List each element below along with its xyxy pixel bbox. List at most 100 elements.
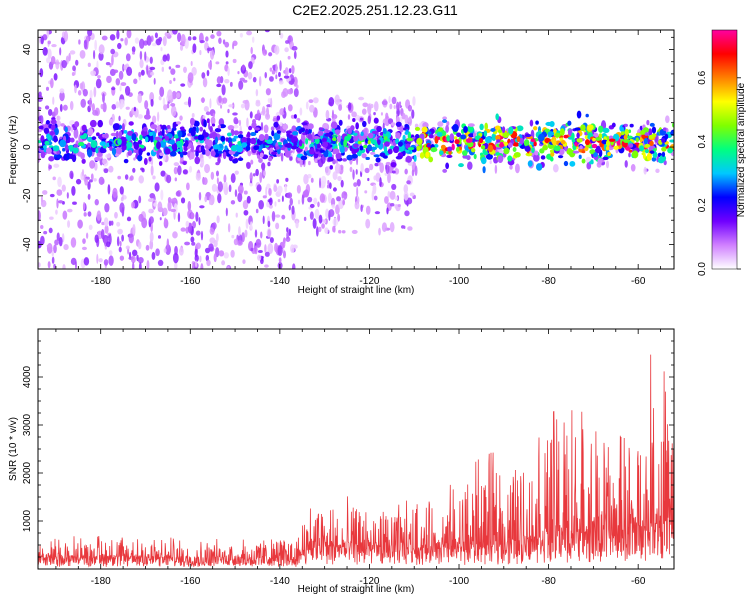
spectrogram-cell bbox=[290, 244, 295, 254]
spectrogram-cell bbox=[156, 141, 161, 150]
spectrogram-cell bbox=[605, 160, 610, 169]
spectrogram-cell bbox=[170, 102, 176, 107]
spectrogram-cell bbox=[412, 96, 416, 106]
spectrogram-cell bbox=[232, 112, 238, 116]
spectrogram-cell bbox=[384, 196, 389, 204]
spectrogram-cell bbox=[361, 108, 367, 115]
spectrogram-cell bbox=[175, 140, 183, 148]
spectrogram-cell bbox=[463, 125, 468, 134]
spectrogram-cell bbox=[119, 255, 125, 261]
spectrogram-cell bbox=[394, 204, 399, 209]
spectrogram-cell bbox=[642, 152, 646, 160]
spectrogram-cell bbox=[74, 84, 77, 94]
spectrogram-cell bbox=[301, 194, 305, 205]
spectrogram-cell bbox=[266, 201, 270, 208]
spectrogram-cell bbox=[123, 158, 129, 164]
spectrogram-cell bbox=[234, 170, 239, 175]
spectrogram-cell bbox=[133, 149, 140, 154]
spectrogram-cell bbox=[368, 163, 374, 171]
figure-title: C2E2.2025.251.12.23.G11 bbox=[292, 2, 458, 18]
spectrogram-cell bbox=[540, 155, 546, 160]
spectrogram-cell bbox=[332, 148, 340, 154]
spectrogram-cell bbox=[126, 216, 132, 222]
spectrogram-cell bbox=[315, 148, 320, 152]
spectrogram-cell bbox=[644, 143, 651, 148]
spectrogram-cell bbox=[321, 223, 325, 229]
spectrogram-cell bbox=[335, 152, 342, 160]
spectrogram-cell bbox=[533, 141, 537, 147]
spectrogram-cell bbox=[166, 125, 171, 130]
spectrogram-cell bbox=[174, 261, 178, 269]
spectrogram-cell bbox=[232, 42, 235, 50]
spectrogram-cell bbox=[273, 121, 279, 128]
spectrogram-cell bbox=[101, 35, 108, 41]
spectrogram-cell bbox=[217, 181, 223, 192]
spectrogram-cell bbox=[190, 236, 195, 243]
spectrogram-cell bbox=[328, 182, 332, 190]
spectrogram-cell bbox=[332, 217, 339, 227]
spectrogram-cell bbox=[180, 197, 186, 204]
spectrogram-cell bbox=[190, 128, 196, 137]
spectrogram-cell bbox=[217, 150, 223, 154]
spectrogram-cell bbox=[54, 127, 59, 136]
spectrogram-cell bbox=[537, 133, 545, 142]
spectrogram-cell bbox=[322, 141, 329, 148]
spectrogram-cell bbox=[68, 52, 71, 62]
spectrogram-cell bbox=[598, 133, 603, 139]
spectrogram-cell bbox=[171, 142, 178, 151]
spectrogram-cell bbox=[512, 147, 517, 152]
spectrogram-cell bbox=[202, 115, 206, 119]
spectrogram-cell bbox=[216, 177, 219, 185]
spectrogram-cell bbox=[126, 66, 133, 77]
spectrogram-cell bbox=[229, 81, 233, 87]
spectrogram-cell bbox=[343, 139, 348, 148]
spectrogram-cell bbox=[524, 145, 531, 152]
spectrogram-cell bbox=[210, 171, 215, 180]
spectrogram-cell bbox=[494, 164, 498, 174]
spectrogram-cell bbox=[367, 115, 371, 125]
spectrogram-cell bbox=[276, 130, 281, 134]
spectrogram-cell bbox=[364, 190, 368, 194]
spectrogram-cell bbox=[102, 145, 107, 149]
colorbar-gradient bbox=[711, 29, 738, 270]
spectrogram-cell bbox=[338, 104, 343, 111]
spectrogram-cell bbox=[407, 226, 413, 231]
spectrogram-cell bbox=[661, 137, 666, 143]
spectrogram-cell bbox=[125, 106, 130, 110]
spectrogram-cell bbox=[115, 147, 123, 155]
spectrogram-cell bbox=[507, 142, 513, 148]
spectrogram-cell bbox=[341, 230, 346, 234]
spectrogram-cell bbox=[387, 148, 393, 155]
spectrogram-cell bbox=[192, 43, 197, 54]
spectrogram-cell bbox=[142, 126, 148, 132]
spectrogram-cell bbox=[180, 83, 186, 87]
spectrogram-cell bbox=[446, 135, 451, 142]
spectrogram-cell bbox=[648, 134, 655, 139]
spectrogram-cell bbox=[624, 128, 629, 137]
spectrogram-cell bbox=[157, 201, 163, 212]
spectrogram-cell bbox=[141, 168, 145, 173]
spectrogram-cell bbox=[59, 88, 65, 94]
spectrogram-cell bbox=[150, 71, 155, 76]
spectrogram-y-tick-label: -20 bbox=[22, 188, 33, 203]
spectrogram-cell bbox=[626, 135, 633, 140]
spectrogram-cell bbox=[79, 49, 86, 59]
spectrogram-cell bbox=[56, 154, 63, 159]
spectrogram-cell bbox=[394, 196, 398, 201]
spectrogram-cell bbox=[352, 118, 356, 123]
spectrogram-cell bbox=[334, 163, 341, 174]
spectrogram-cell bbox=[145, 244, 150, 251]
spectrogram-cell bbox=[491, 133, 497, 141]
spectrogram-cell bbox=[574, 142, 578, 147]
spectrogram-cell bbox=[40, 151, 46, 159]
spectrogram-cell bbox=[216, 30, 222, 37]
spectrogram-cell bbox=[407, 147, 415, 151]
spectrogram-cell bbox=[462, 150, 468, 156]
spectrogram-cell bbox=[360, 131, 364, 137]
spectrogram-panel: -180 -160 -140 -120 -100 -80 -60 -40 -20 0 20 40 H… bbox=[8, 29, 675, 296]
spectrogram-cell bbox=[84, 178, 89, 186]
spectrogram-cell bbox=[250, 159, 254, 165]
spectrogram-cell bbox=[51, 124, 56, 131]
spectrogram-cell bbox=[123, 64, 128, 71]
spectrogram-cell bbox=[200, 157, 205, 167]
